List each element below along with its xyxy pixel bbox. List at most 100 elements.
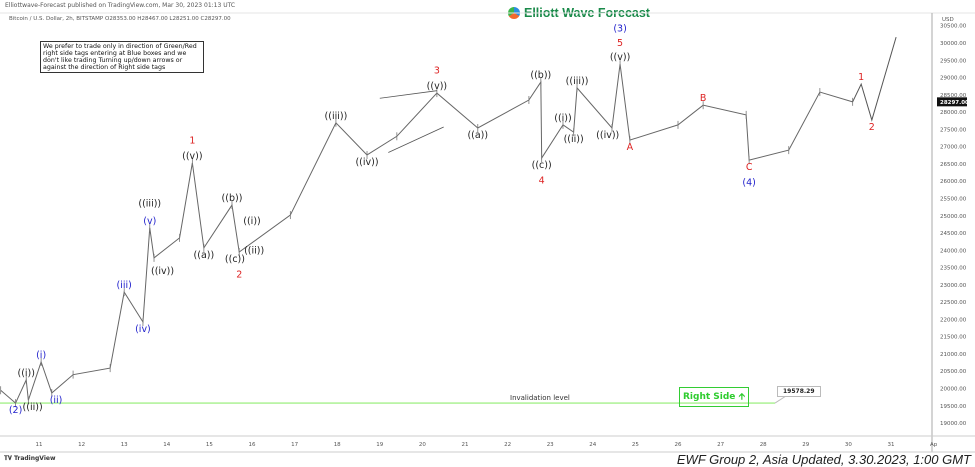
y-tick-label: 28500.00 (940, 93, 967, 99)
y-tick-label: 25000.00 (940, 214, 967, 220)
x-tick-label: 22 (504, 442, 511, 448)
y-tick-label: 30000.00 (940, 41, 967, 47)
wave-label: ((ii)) (564, 134, 584, 145)
x-tick-label: 12 (78, 442, 85, 448)
y-tick-label: 26500.00 (940, 162, 967, 168)
y-tick-label: 24000.00 (940, 248, 967, 254)
wave-label: ((iii)) (566, 76, 589, 87)
wave-label: ((iv)) (151, 266, 174, 277)
wave-label: ((a)) (194, 250, 215, 261)
x-tick-label: 14 (163, 442, 170, 448)
wave-label: 1 (858, 72, 864, 83)
wave-label: B (700, 93, 707, 104)
wave-label: C (746, 162, 753, 173)
wave-label: (3) (613, 23, 626, 34)
y-tick-label: 23500.00 (940, 266, 967, 272)
update-caption: EWF Group 2, Asia Updated, 3.30.2023, 1:… (676, 452, 971, 467)
last-price-label: 28297.00 (940, 100, 969, 106)
wave-label: ((i)) (554, 113, 571, 124)
wave-label: ((iii)) (325, 111, 348, 122)
x-tick-label: 28 (760, 442, 767, 448)
x-tick-label: 16 (249, 442, 256, 448)
y-tick-label: 27000.00 (940, 145, 967, 151)
symbol-ohlc: Bitcoin / U.S. Dollar, 2h, BITSTAMP O283… (9, 16, 231, 22)
y-tick-label: 25500.00 (940, 196, 967, 202)
trading-note: We prefer to trade only in direction of … (40, 41, 204, 73)
y-tick-label: 22000.00 (940, 317, 967, 323)
x-tick-label: 17 (291, 442, 298, 448)
y-tick-label: 24500.00 (940, 231, 967, 237)
wave-label: ((iv)) (596, 130, 619, 141)
x-tick-label: 15 (206, 442, 213, 448)
y-tick-label: 27500.00 (940, 127, 967, 133)
y-tick-label: 19000.00 (940, 421, 967, 427)
arrow-up-icon: 🡩 (738, 392, 746, 402)
x-tick-label: 29 (802, 442, 809, 448)
tradingview-text: TradingView (13, 455, 56, 462)
wave-label: ((i)) (243, 216, 260, 227)
wedge-line (388, 126, 444, 153)
y-tick-label: 19500.00 (940, 404, 967, 410)
wave-label: ((ii)) (23, 402, 43, 413)
projection-path (852, 36, 897, 122)
y-tick-label: 20000.00 (940, 387, 967, 393)
currency-label: USD (942, 17, 954, 23)
x-tick-label: 13 (121, 442, 128, 448)
wave-label: ((iv)) (355, 157, 378, 168)
wave-label: (i) (36, 350, 46, 361)
y-tick-label: 29000.00 (940, 76, 967, 82)
wave-label: ((v)) (427, 81, 447, 92)
wave-label: ((a)) (467, 130, 488, 141)
x-tick-label: 20 (419, 442, 426, 448)
y-tick-label: 26000.00 (940, 179, 967, 185)
y-tick-label: 30500.00 (940, 24, 967, 30)
x-tick-label: 11 (36, 442, 43, 448)
y-tick-label: 21000.00 (940, 352, 967, 358)
right-side-label: Right Side (683, 392, 736, 402)
invalidation-label: Invalidation level (510, 394, 570, 402)
x-tick-label: 19 (376, 442, 383, 448)
wave-label: A (627, 142, 634, 153)
wave-label: 2 (236, 270, 242, 281)
x-tick-label: 25 (632, 442, 639, 448)
invalidation-value: 19578.29 (777, 386, 821, 397)
wave-label: 4 (539, 175, 545, 186)
wave-label: 2 (869, 122, 875, 133)
right-side-tag: Right Side 🡩 (679, 387, 750, 407)
x-tick-label: 30 (845, 442, 852, 448)
publish-info: Elliottwave-Forecast published on Tradin… (5, 2, 236, 9)
wave-label: (v) (143, 216, 156, 227)
callout-pointer (774, 395, 787, 404)
wave-label: 1 (189, 135, 195, 146)
wave-label: ((ii)) (244, 245, 264, 256)
wave-label: ((i)) (17, 368, 34, 379)
wave-label: (iv) (135, 324, 151, 335)
y-tick-label: 22500.00 (940, 300, 967, 306)
price-line (0, 64, 853, 404)
x-tick-label: 31 (888, 442, 895, 448)
wave-label: (iii) (117, 280, 132, 291)
y-tick-label: 29500.00 (940, 58, 967, 64)
wave-label: ((v)) (610, 52, 630, 63)
x-tick-label: 18 (334, 442, 341, 448)
last-price-tag (937, 97, 967, 107)
y-tick-label: 28000.00 (940, 110, 967, 116)
x-tick-label: 24 (589, 442, 596, 448)
wedge-line (379, 90, 437, 99)
wave-label: (2) (9, 405, 22, 416)
wave-label: ((b)) (530, 70, 551, 81)
wave-label: ((v)) (182, 151, 202, 162)
wave-label: (ii) (50, 395, 63, 406)
wave-label: 3 (434, 66, 440, 77)
y-tick-label: 21500.00 (940, 335, 967, 341)
x-tick-label: 26 (675, 442, 682, 448)
x-tick-label: 23 (547, 442, 554, 448)
x-tick-label: Ap (930, 442, 938, 448)
wave-label: ((b)) (222, 193, 243, 204)
wave-label: ((iii)) (138, 199, 161, 210)
wave-label: 5 (617, 38, 623, 49)
wave-label: ((c)) (532, 160, 552, 171)
wave-label: (4) (742, 177, 755, 188)
tradingview-logo: 𝐓𝐕 TradingView (4, 455, 56, 462)
